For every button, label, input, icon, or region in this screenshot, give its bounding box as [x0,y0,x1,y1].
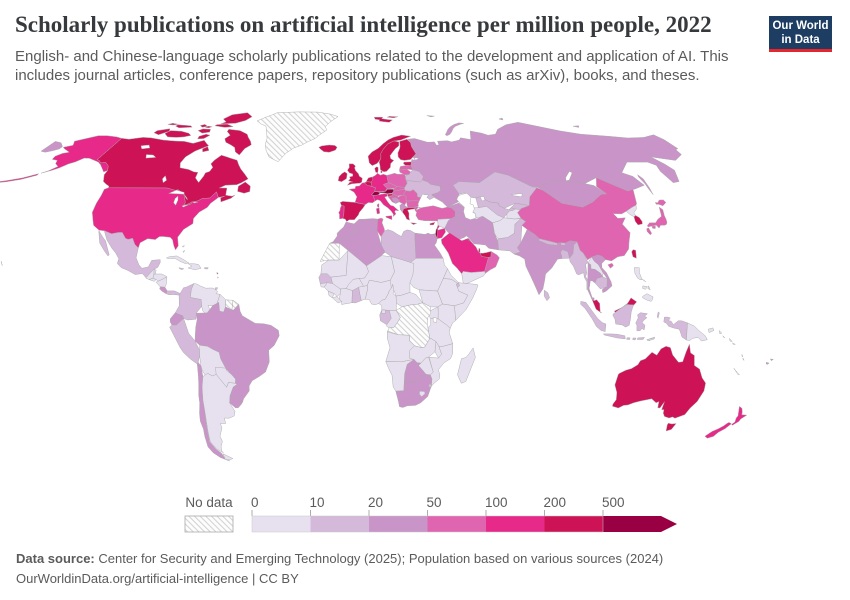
svg-text:500: 500 [602,495,625,510]
svg-text:50: 50 [427,495,442,510]
svg-text:100: 100 [485,495,508,510]
svg-text:0: 0 [251,495,259,510]
svg-text:20: 20 [368,495,383,510]
svg-text:10: 10 [310,495,325,510]
svg-text:No data: No data [185,495,233,510]
svg-text:200: 200 [544,495,567,510]
